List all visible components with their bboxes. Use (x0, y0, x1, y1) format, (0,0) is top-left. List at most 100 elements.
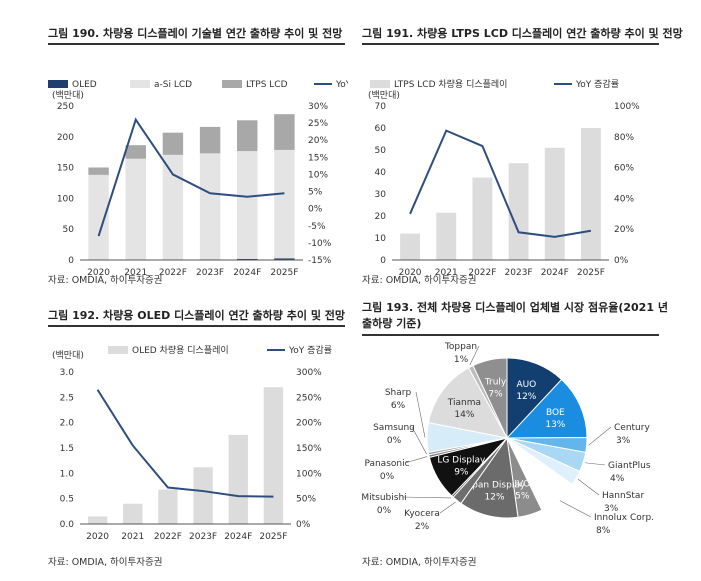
legend-swatch (48, 80, 68, 88)
slice-label: AUO (516, 380, 536, 390)
bar (436, 212, 457, 260)
slice-value: 3% (616, 436, 631, 446)
slice-value: 5% (515, 492, 530, 502)
slice-value: 8% (596, 526, 611, 536)
x-tick-label: 2023F (505, 268, 533, 276)
slice-value: 0% (387, 436, 402, 446)
source-note: 자료: OMDIA, 하이투자증권 (48, 557, 163, 568)
y-tick-label: 1.5 (60, 444, 74, 454)
leader-line (404, 456, 428, 464)
legend-label: YoY 증감률 (288, 344, 332, 356)
slice-label: Truly (484, 377, 507, 387)
x-tick-label: 2021 (124, 268, 147, 276)
chart-title-193-line2: 출하량 기준) (362, 317, 422, 330)
chart-title-191: 그림 191. 차량용 LTPS LCD 디스플레이 연간 출하량 추이 및 전… (362, 27, 683, 40)
chart-192: (백만대) 0.0 0.5 1.0 1.5 2.0 2.5 3.0 0% 50% 100% 150% 2… (52, 344, 332, 542)
bar (123, 503, 143, 524)
x-tick-label: 2021 (435, 268, 458, 276)
y2-tick-label: 200% (296, 419, 322, 429)
bar (508, 163, 529, 260)
bar (274, 258, 295, 260)
bar (544, 147, 565, 260)
chart-panel-193: 그림 193. 전체 차량용 디스플레이 업체별 시장 점유율(2021 년 출… (362, 300, 668, 570)
legend-label: LTPS LCD (246, 80, 288, 90)
y-tick-label: 250 (57, 102, 74, 112)
leader-line (585, 462, 606, 466)
series-line (96, 389, 274, 498)
title-rule (48, 43, 345, 45)
y-tick-label: 50 (63, 225, 75, 235)
slice-value: 13% (545, 420, 565, 430)
leader-line (559, 500, 592, 518)
bar (193, 467, 213, 524)
slice-label: BOE (546, 408, 565, 418)
slice-value: 7% (488, 389, 503, 399)
y-tick-label: 1.0 (60, 469, 75, 479)
y-tick-label: 0.5 (60, 495, 74, 505)
slice-value: 6% (391, 401, 406, 411)
slice-label: Panasonic (364, 459, 409, 469)
y-tick-label: 40 (375, 168, 387, 178)
series-line (409, 129, 592, 238)
pie-slice (506, 357, 563, 440)
bar (125, 158, 146, 260)
y2-tick-label: 10% (308, 170, 328, 180)
x-tick-label: 2025F (259, 532, 287, 542)
pie-slice (460, 436, 519, 519)
y2-tick-label: 30% (308, 102, 328, 112)
leader-line (588, 426, 612, 446)
legend-label: a-Si LCD (154, 80, 192, 90)
y2-tick-label: 50% (296, 495, 316, 505)
y2-tick-label: -5% (308, 222, 326, 232)
y2-tick-label: 100% (614, 102, 640, 112)
y2-tick-label: 80% (614, 133, 634, 143)
y2-tick-label: 60% (614, 164, 634, 174)
bar (162, 132, 184, 155)
legend-swatch (108, 346, 128, 354)
pie-slice (505, 378, 588, 439)
title-rule (362, 334, 659, 336)
bar (158, 489, 178, 524)
y2-tick-label: 20% (614, 225, 634, 235)
bar (88, 174, 109, 260)
bar (199, 153, 221, 260)
bar (87, 516, 108, 524)
leader-line (415, 391, 426, 438)
slice-label: Japan Display (463, 480, 526, 490)
chart-panel-191: 그림 191. 차량용 LTPS LCD 디스플레이 연간 출하량 추이 및 전… (362, 26, 683, 286)
legend-label: OLED 차량용 디스플레이 (132, 344, 229, 356)
y2-tick-label: 0% (614, 256, 629, 266)
chart-panel-192: 그림 192. 차량용 OLED 디스플레이 연간 출하량 추이 및 전망 (백… (48, 308, 348, 570)
leader-line (469, 345, 480, 365)
y2-tick-label: -10% (308, 239, 332, 249)
y-tick-label: 2.0 (60, 419, 75, 429)
pie-slice (427, 367, 508, 439)
y-tick-label: 150 (57, 164, 74, 174)
y2-tick-label: 300% (296, 368, 322, 378)
slice-value: 1% (454, 355, 469, 365)
title-rule (48, 325, 345, 327)
title-rule (362, 43, 659, 45)
unit-label: (백만대) (368, 90, 400, 101)
y2-tick-label: 150% (296, 444, 322, 454)
chart-title-192: 그림 192. 차량용 OLED 디스플레이 연간 출하량 추이 및 전망 (48, 309, 346, 322)
bar (400, 233, 421, 260)
chart-title-190: 그림 190. 차량용 디스플레이 기술별 연간 출하량 추이 및 전망 (48, 27, 343, 40)
chart-title-193-line1: 그림 193. 전체 차량용 디스플레이 업체별 시장 점유율(2021 년 (362, 301, 668, 314)
unit-label: (백만대) (52, 350, 84, 361)
y-tick-label: 0 (68, 256, 74, 266)
slice-label: Kyocera (404, 509, 440, 519)
bar (237, 120, 258, 152)
slice-label: LG Display (437, 455, 486, 465)
legend-label: YoY (335, 80, 348, 90)
y2-tick-label: 250% (296, 393, 322, 403)
y-tick-label: 2.5 (60, 393, 74, 403)
slice-value: 14% (454, 410, 474, 420)
x-tick-label: 2022F (154, 532, 182, 542)
leader-line (411, 426, 427, 455)
slice-value: 12% (516, 392, 536, 402)
chart-panel-190: 그림 190. 차량용 디스플레이 기술별 연간 출하량 추이 및 전망 (백만… (48, 26, 348, 286)
y-tick-label: 0 (380, 256, 386, 266)
y-tick-label: 60 (375, 124, 387, 134)
x-tick-label: 2020 (86, 532, 109, 542)
